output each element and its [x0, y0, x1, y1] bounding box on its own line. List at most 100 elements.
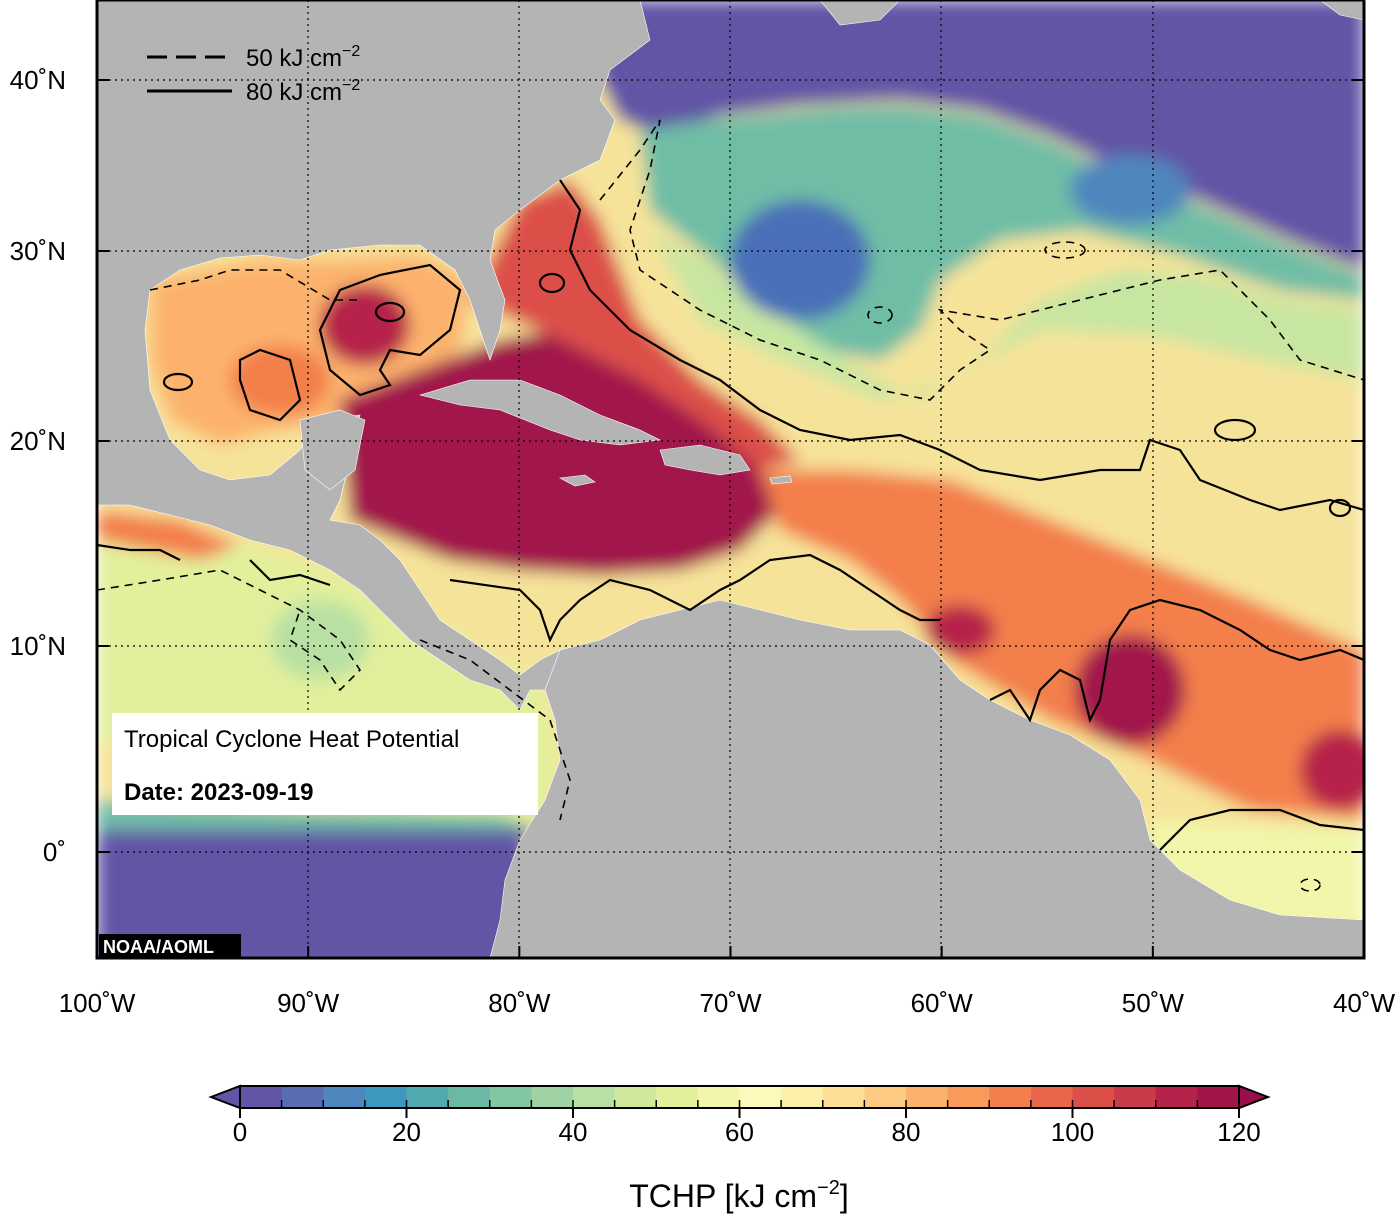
colorbar-swatch: [448, 1086, 491, 1108]
contour-80-line: [97, 543, 331, 587]
colorbar-swatch: [1114, 1086, 1157, 1108]
sargasso-band: [650, 230, 1364, 400]
contour-50-line: [97, 569, 571, 821]
contour-50-loop: [867, 306, 893, 324]
contour-legend: 50 kJ cm−2 80 kJ cm−2: [147, 43, 360, 106]
land: [97, 0, 1364, 958]
tropical-atlantic-warm: [760, 470, 1364, 820]
east-pacific-cool: [270, 600, 370, 680]
lon-tick-label: 80˚W: [488, 988, 551, 1018]
colorbar-swatch: [489, 1086, 532, 1108]
atlantic-hot-spot: [1075, 635, 1185, 745]
lon-tick-label: 40˚W: [1333, 988, 1396, 1018]
loop-current-eddy: [320, 285, 410, 365]
colorbar-swatch: [531, 1086, 574, 1108]
cold-eddy: [1070, 155, 1190, 225]
lat-tick-label: 30˚N: [10, 236, 66, 266]
credit-background: [99, 934, 241, 958]
colorbar-under-arrow: [208, 1084, 241, 1110]
colorbar-swatch: [281, 1086, 324, 1108]
hispaniola-island: [659, 444, 751, 476]
colorbar-title: TCHP [kJ cm−2]: [629, 1177, 849, 1214]
colorbar-swatch: [406, 1086, 449, 1108]
contour-80-loop: [374, 301, 406, 323]
credit-badge: NOAA/AOML: [99, 934, 241, 958]
legend-dashed-label: 50 kJ cm−2: [246, 43, 360, 72]
colorbar-swatch: [781, 1086, 824, 1108]
cold-eddy: [730, 200, 870, 320]
colorbar-swatch: [1072, 1086, 1115, 1108]
lat-tick-label: 20˚N: [10, 426, 66, 456]
contour-80-line: [989, 598, 1364, 724]
info-box-title: Tropical Cyclone Heat Potential: [124, 726, 459, 753]
contour-80: [97, 179, 1364, 851]
lat-tick-label: 40˚N: [10, 65, 66, 95]
contour-50-line: [599, 119, 1364, 401]
colorbar-swatch: [364, 1086, 407, 1108]
atlantic-hot-spot: [925, 605, 995, 655]
colorbar-tick-label: 100: [1051, 1117, 1094, 1147]
colorbar-swatch: [614, 1086, 657, 1108]
europe-africa-corner: [1319, 0, 1364, 21]
colorbar-over-arrow: [1238, 1084, 1271, 1110]
colorbar: 0 20 40 60 80 100 120 TCHP [kJ cm−2]: [208, 1084, 1271, 1214]
contour-80-line: [559, 179, 1364, 512]
contour-50-loop: [1044, 241, 1086, 259]
nova-scotia-land: [819, 0, 901, 26]
colorbar-swatch: [240, 1086, 283, 1108]
east-pacific-warm-strip: [97, 510, 240, 560]
contour-80-loop: [162, 372, 194, 392]
info-box-date: Date: 2023-09-19: [124, 779, 313, 806]
info-box: Tropical Cyclone Heat Potential Date: 20…: [112, 713, 538, 815]
puerto-rico-island: [769, 475, 793, 485]
colorbar-tick-label: 20: [392, 1117, 421, 1147]
contour-80-line: [1159, 808, 1364, 851]
colorbar-swatches: [240, 1086, 1240, 1108]
contour-50-line: [149, 269, 360, 301]
colorbar-swatch: [573, 1086, 616, 1108]
contour-80-line: [318, 263, 462, 397]
gulf-warm-pool: [230, 345, 330, 415]
colorbar-tick-label: 40: [559, 1117, 588, 1147]
colorbar-swatch: [822, 1086, 865, 1108]
colorbar-tick-label: 0: [233, 1117, 247, 1147]
latitude-axis: 40˚N 30˚N 20˚N 10˚N 0˚: [10, 65, 1364, 867]
colorbar-tick-label: 120: [1217, 1117, 1260, 1147]
florida-straits-warm: [470, 180, 800, 470]
contour-80-loop: [538, 272, 566, 294]
lon-tick-label: 70˚W: [699, 988, 762, 1018]
yucatan-land: [299, 409, 366, 491]
lat-tick-label: 10˚N: [10, 631, 66, 661]
contour-50-loop: [1299, 878, 1321, 892]
map-panel: [97, 0, 1364, 958]
lon-tick-label: 60˚W: [911, 988, 974, 1018]
atlantic-hot-spot: [1300, 730, 1364, 810]
lon-tick-label: 50˚W: [1122, 988, 1185, 1018]
colorbar-swatch: [864, 1086, 907, 1108]
colorbar-swatch: [1030, 1086, 1073, 1108]
longitude-axis: 100˚W 90˚W 80˚W 70˚W 60˚W 50˚W 40˚W: [59, 946, 1396, 1018]
colorbar-swatch: [1197, 1086, 1240, 1108]
contour-80-line: [238, 348, 302, 422]
colorbar-swatch: [947, 1086, 990, 1108]
cuba-island: [418, 379, 662, 446]
colorbar-swatch: [697, 1086, 740, 1108]
colorbar-swatch: [989, 1086, 1032, 1108]
credit-text: NOAA/AOML: [103, 937, 214, 957]
contour-80-line: [449, 553, 940, 643]
cold-ocean-north: [590, 0, 1364, 270]
contour-50: [97, 119, 1364, 892]
colorbar-swatch: [906, 1086, 949, 1108]
info-box-background: [112, 713, 538, 815]
lon-tick-label: 90˚W: [277, 988, 340, 1018]
lat-tick-label: 0˚: [43, 837, 66, 867]
colorbar-swatch: [323, 1086, 366, 1108]
colorbar-tick-label: 60: [725, 1117, 754, 1147]
lon-tick-label: 100˚W: [59, 988, 136, 1018]
colorbar-ticks: 0 20 40 60 80 100 120: [233, 1100, 1261, 1147]
south-america-land: [489, 599, 1364, 958]
contour-80-loop: [1213, 418, 1257, 442]
colorbar-swatch: [739, 1086, 782, 1108]
colorbar-swatch: [656, 1086, 699, 1108]
